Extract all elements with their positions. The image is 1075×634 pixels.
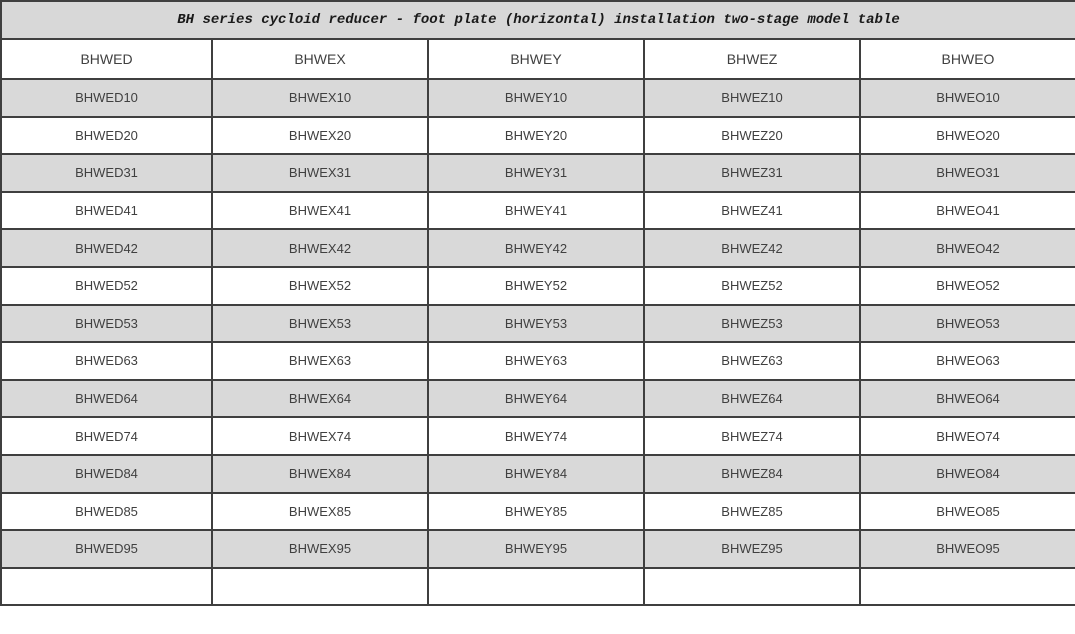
model-cell: BHWEY41 [427,190,645,231]
model-cell: BHWEO31 [859,153,1075,193]
model-cell: BHWEX85 [211,491,429,532]
model-cell [859,566,1075,607]
model-cell: BHWEX41 [211,190,429,231]
model-cell: BHWEZ95 [643,529,861,569]
model-cell: BHWEO74 [859,416,1075,456]
model-cell: BHWEX63 [211,341,429,381]
table-title-row: BH series cycloid reducer - foot plate (… [0,0,1075,40]
model-cell [427,566,645,607]
model-cell: BHWEY64 [427,378,645,419]
model-cell: BHWED85 [0,491,213,532]
model-cell: BHWED42 [0,228,213,268]
table-row-empty [0,566,1075,607]
model-cell: BHWEZ84 [643,453,861,494]
model-cell: BHWEY10 [427,78,645,118]
model-cell: BHWEZ20 [643,115,861,156]
model-cell [211,566,429,607]
model-cell: BHWED52 [0,265,213,306]
table-row: BHWED41 BHWEX41 BHWEY41 BHWEZ41 BHWEO41 [0,190,1075,231]
model-cell: BHWEO41 [859,190,1075,231]
model-cell: BHWEZ41 [643,190,861,231]
model-cell: BHWEZ53 [643,303,861,344]
model-cell: BHWED63 [0,341,213,381]
model-cell: BHWEO95 [859,529,1075,569]
table-row: BHWED95 BHWEX95 BHWEY95 BHWEZ95 BHWEO95 [0,529,1075,569]
model-cell: BHWEZ64 [643,378,861,419]
model-cell: BHWEZ74 [643,416,861,456]
model-cell: BHWEX42 [211,228,429,268]
table-row: BHWED64 BHWEX64 BHWEY64 BHWEZ64 BHWEO64 [0,378,1075,419]
model-cell: BHWEO42 [859,228,1075,268]
model-cell [0,566,213,607]
model-cell: BHWEX31 [211,153,429,193]
model-cell: BHWEZ10 [643,78,861,118]
model-cell: BHWEX10 [211,78,429,118]
model-cell: BHWEY31 [427,153,645,193]
model-cell: BHWEY63 [427,341,645,381]
model-cell: BHWED53 [0,303,213,344]
model-cell: BHWEZ31 [643,153,861,193]
table-title: BH series cycloid reducer - foot plate (… [0,0,1075,40]
model-cell: BHWED31 [0,153,213,193]
model-cell: BHWEY42 [427,228,645,268]
model-cell: BHWED20 [0,115,213,156]
model-cell: BHWEX53 [211,303,429,344]
model-cell: BHWEO85 [859,491,1075,532]
model-cell: BHWEY84 [427,453,645,494]
model-cell: BHWEO64 [859,378,1075,419]
model-cell: BHWEY52 [427,265,645,306]
model-cell: BHWEO10 [859,78,1075,118]
model-cell: BHWEZ42 [643,228,861,268]
column-header-bhwey: BHWEY [427,38,645,80]
model-cell: BHWED10 [0,78,213,118]
column-header-bhwex: BHWEX [211,38,429,80]
model-cell: BHWEY85 [427,491,645,532]
table-row: BHWED42 BHWEX42 BHWEY42 BHWEZ42 BHWEO42 [0,228,1075,268]
table-row: BHWED84 BHWEX84 BHWEY84 BHWEZ84 BHWEO84 [0,453,1075,494]
model-cell: BHWED95 [0,529,213,569]
model-cell: BHWEZ63 [643,341,861,381]
model-cell: BHWEZ85 [643,491,861,532]
model-cell: BHWEX64 [211,378,429,419]
model-cell: BHWED84 [0,453,213,494]
model-cell [643,566,861,607]
table-row: BHWED74 BHWEX74 BHWEY74 BHWEZ74 BHWEO74 [0,416,1075,456]
model-cell: BHWEY95 [427,529,645,569]
table-row: BHWED10 BHWEX10 BHWEY10 BHWEZ10 BHWEO10 [0,78,1075,118]
two-stage-model-table: BH series cycloid reducer - foot plate (… [0,0,1075,607]
model-cell: BHWEX52 [211,265,429,306]
model-cell: BHWEX95 [211,529,429,569]
model-cell: BHWEX74 [211,416,429,456]
column-header-bhwed: BHWED [0,38,213,80]
table-header-row: BHWED BHWEX BHWEY BHWEZ BHWEO [0,38,1075,80]
model-cell: BHWEY20 [427,115,645,156]
model-cell: BHWEY53 [427,303,645,344]
model-cell: BHWEX84 [211,453,429,494]
column-header-bhweo: BHWEO [859,38,1075,80]
model-cell: BHWED64 [0,378,213,419]
model-cell: BHWEO52 [859,265,1075,306]
model-cell: BHWEX20 [211,115,429,156]
model-cell: BHWEO63 [859,341,1075,381]
model-cell: BHWEO20 [859,115,1075,156]
model-cell: BHWEY74 [427,416,645,456]
table-row: BHWED31 BHWEX31 BHWEY31 BHWEZ31 BHWEO31 [0,153,1075,193]
table-row: BHWED53 BHWEX53 BHWEY53 BHWEZ53 BHWEO53 [0,303,1075,344]
model-cell: BHWEO53 [859,303,1075,344]
table-row: BHWED52 BHWEX52 BHWEY52 BHWEZ52 BHWEO52 [0,265,1075,306]
table-row: BHWED20 BHWEX20 BHWEY20 BHWEZ20 BHWEO20 [0,115,1075,156]
model-cell: BHWED41 [0,190,213,231]
table-row: BHWED63 BHWEX63 BHWEY63 BHWEZ63 BHWEO63 [0,341,1075,381]
model-cell: BHWED74 [0,416,213,456]
model-cell: BHWEZ52 [643,265,861,306]
model-cell: BHWEO84 [859,453,1075,494]
table-row: BHWED85 BHWEX85 BHWEY85 BHWEZ85 BHWEO85 [0,491,1075,532]
column-header-bhwez: BHWEZ [643,38,861,80]
